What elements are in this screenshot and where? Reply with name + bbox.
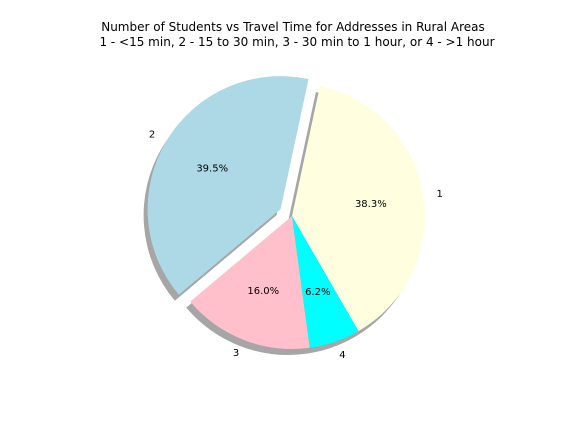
pie-slices: [147, 76, 425, 349]
chart-title-line-2: 1 - <15 min, 2 - 15 to 30 min, 3 - 30 mi…: [99, 35, 494, 49]
pie-labels: 38.3% 1 39.5% 2 16.0% 3 6.2% 4: [149, 129, 443, 361]
slice-category-label-2: 2: [149, 129, 155, 140]
slice-percent-label-2: 39.5%: [196, 164, 228, 175]
pie-slice-2: [147, 76, 309, 295]
pie-slice-1: [292, 85, 425, 332]
slice-percent-label-1: 38.3%: [355, 199, 387, 210]
chart-title-line-1: Number of Students vs Travel Time for Ad…: [101, 20, 485, 34]
slice-percent-label-3: 16.0%: [247, 286, 279, 297]
slice-category-label-1: 1: [437, 189, 443, 200]
pie-slice-3: [190, 216, 310, 349]
pie-slice-4: [292, 216, 359, 348]
slice-category-label-3: 3: [233, 348, 239, 359]
slice-category-label-4: 4: [339, 350, 345, 361]
slice-percent-label-4: 6.2%: [305, 287, 330, 298]
